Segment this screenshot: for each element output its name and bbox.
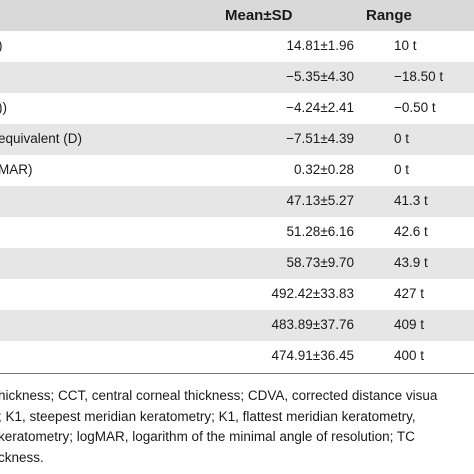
table-row: equivalent (D) −7.51±4.39 0 t bbox=[0, 124, 474, 155]
row-range: 43.9 t bbox=[394, 255, 428, 270]
table-row: )) −4.24±2.41 −0.50 t bbox=[0, 93, 474, 124]
table-header: Mean±SD Range bbox=[0, 0, 474, 31]
table-footnote: hickness; CCT, central corneal thickness… bbox=[0, 386, 474, 468]
table-bottom-rule bbox=[0, 373, 474, 374]
row-mean-sd: 483.89±37.76 bbox=[271, 317, 354, 332]
row-mean-sd: −7.51±4.39 bbox=[286, 131, 354, 146]
table-row: MAR) 0.32±0.28 0 t bbox=[0, 155, 474, 186]
row-range: 41.3 t bbox=[394, 193, 428, 208]
table-row: 483.89±37.76 409 t bbox=[0, 310, 474, 341]
footnote-line: ckness. bbox=[0, 449, 44, 465]
row-label: ) bbox=[0, 38, 3, 53]
table-row: 58.73±9.70 43.9 t bbox=[0, 248, 474, 279]
footnote-line: ; K1, steepest meridian keratometry; K1,… bbox=[0, 408, 416, 424]
row-label: equivalent (D) bbox=[0, 131, 83, 146]
table-row: 47.13±5.27 41.3 t bbox=[0, 186, 474, 217]
row-mean-sd: 0.32±0.28 bbox=[294, 162, 354, 177]
table-row: 51.28±6.16 42.6 t bbox=[0, 217, 474, 248]
row-mean-sd: 47.13±5.27 bbox=[286, 193, 354, 208]
table-row: ) 14.81±1.96 10 t bbox=[0, 31, 474, 62]
footnote-line: hickness; CCT, central corneal thickness… bbox=[0, 388, 438, 403]
column-header-mean-sd: Mean±SD bbox=[225, 7, 293, 24]
table-row: 474.91±36.45 400 t bbox=[0, 341, 474, 372]
footnote-line: keratometry; logMAR, logarithm of the mi… bbox=[0, 429, 415, 444]
table-row: 492.42±33.83 427 t bbox=[0, 279, 474, 310]
row-mean-sd: 14.81±1.96 bbox=[286, 38, 354, 53]
row-range: 400 t bbox=[394, 348, 425, 363]
row-range: 10 t bbox=[394, 38, 417, 53]
row-mean-sd: −4.24±2.41 bbox=[286, 100, 354, 115]
row-range: 42.6 t bbox=[394, 224, 428, 239]
row-range: 0 t bbox=[394, 162, 410, 177]
row-mean-sd: 51.28±6.16 bbox=[286, 224, 354, 239]
row-range: −18.50 t bbox=[394, 69, 444, 84]
row-mean-sd: 58.73±9.70 bbox=[286, 255, 354, 270]
row-mean-sd: 474.91±36.45 bbox=[271, 348, 354, 363]
row-label: )) bbox=[0, 100, 7, 115]
row-range: 427 t bbox=[394, 286, 425, 301]
column-header-range: Range bbox=[366, 7, 412, 24]
row-mean-sd: 492.42±33.83 bbox=[271, 286, 354, 301]
row-range: 409 t bbox=[394, 317, 425, 332]
row-range: −0.50 t bbox=[394, 100, 436, 115]
table-row: −5.35±4.30 −18.50 t bbox=[0, 62, 474, 93]
row-mean-sd: −5.35±4.30 bbox=[286, 69, 354, 84]
row-range: 0 t bbox=[394, 131, 410, 146]
row-label: MAR) bbox=[0, 162, 33, 177]
